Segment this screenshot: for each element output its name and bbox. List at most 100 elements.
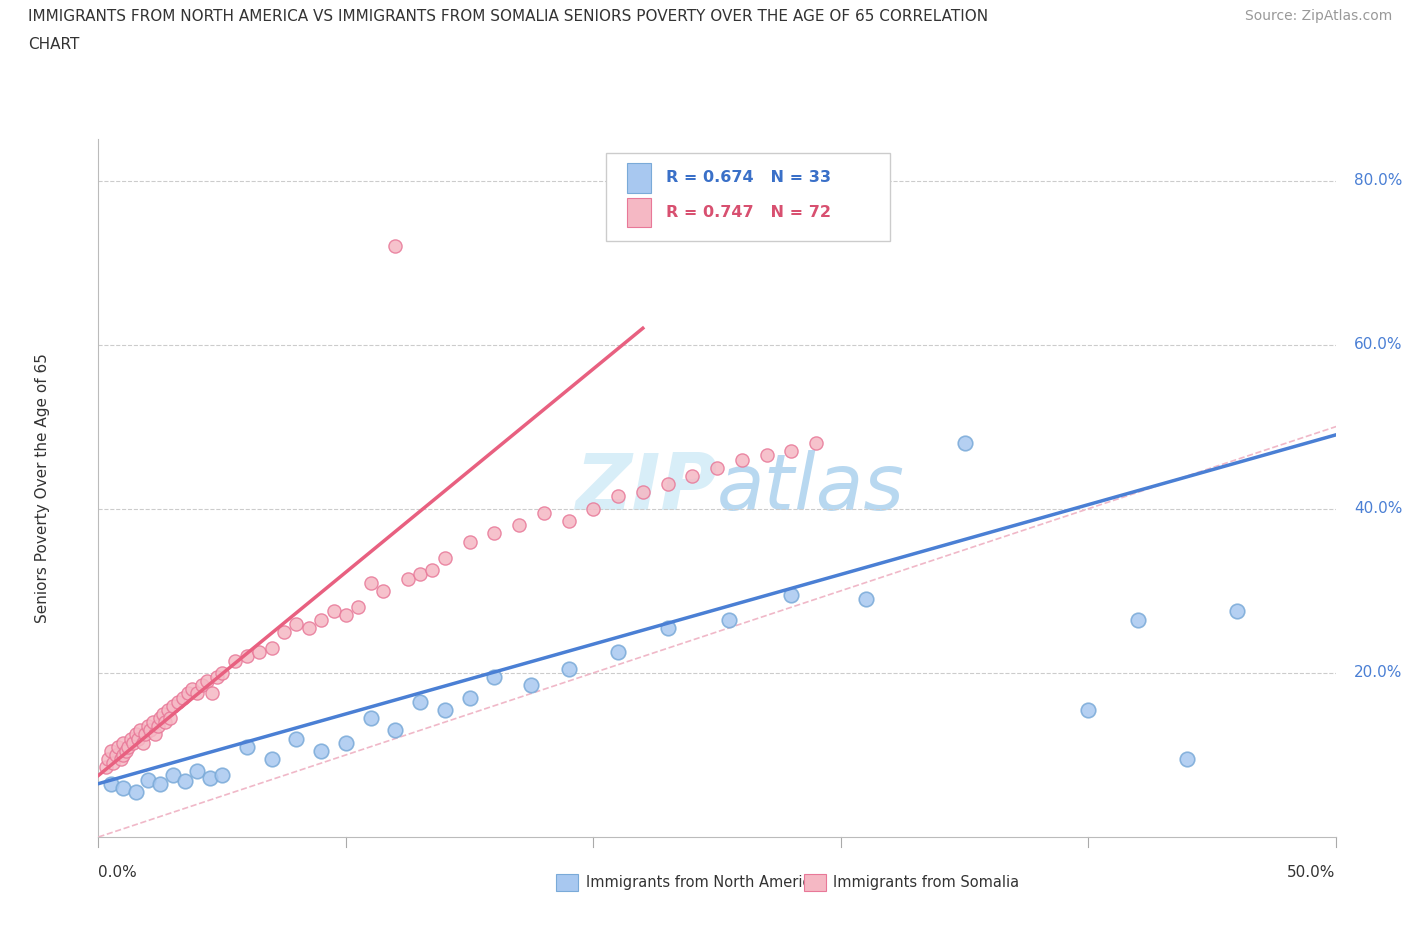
Point	[152, 707, 174, 722]
Point	[260, 641, 283, 656]
Point	[162, 698, 184, 713]
Point	[1126, 612, 1149, 627]
Point	[127, 731, 149, 746]
Text: 80.0%: 80.0%	[1354, 173, 1403, 188]
Point	[110, 751, 132, 766]
Point	[211, 666, 233, 681]
Point	[107, 739, 129, 754]
Point	[804, 435, 827, 450]
Point	[236, 649, 259, 664]
Point	[236, 739, 259, 754]
Point	[247, 644, 270, 659]
Point	[124, 784, 146, 799]
Point	[335, 736, 357, 751]
Point	[112, 748, 135, 763]
Text: ZIP: ZIP	[575, 450, 717, 526]
Point	[335, 608, 357, 623]
Point	[94, 760, 117, 775]
Point	[731, 452, 754, 467]
Point	[631, 485, 654, 499]
Point	[433, 551, 456, 565]
Point	[186, 686, 208, 701]
Point	[657, 477, 679, 492]
Point	[607, 644, 630, 659]
Point	[142, 714, 165, 729]
Point	[211, 768, 233, 783]
Point	[104, 748, 127, 763]
Point	[156, 702, 179, 717]
Point	[1226, 604, 1249, 618]
Text: 60.0%: 60.0%	[1354, 338, 1403, 352]
Point	[384, 239, 406, 254]
Point	[136, 719, 159, 734]
Point	[780, 444, 803, 458]
Point	[384, 723, 406, 737]
Point	[112, 780, 135, 795]
Point	[174, 774, 197, 789]
Point	[396, 571, 419, 586]
Point	[1175, 751, 1198, 766]
Text: R = 0.747   N = 72: R = 0.747 N = 72	[666, 206, 831, 220]
Point	[224, 653, 246, 668]
Text: Immigrants from Somalia: Immigrants from Somalia	[834, 875, 1019, 890]
Point	[124, 727, 146, 742]
Point	[172, 690, 194, 705]
Point	[134, 727, 156, 742]
Point	[285, 731, 308, 746]
Point	[360, 575, 382, 590]
Point	[176, 686, 198, 701]
Point	[681, 469, 703, 484]
Point	[557, 513, 579, 528]
Point	[508, 518, 530, 533]
Point	[458, 534, 481, 549]
Point	[706, 460, 728, 475]
Bar	[804, 873, 825, 891]
Point	[422, 563, 444, 578]
Text: CHART: CHART	[28, 37, 80, 52]
Point	[136, 772, 159, 787]
FancyBboxPatch shape	[606, 153, 890, 241]
Point	[198, 770, 221, 785]
Point	[309, 743, 332, 758]
Text: IMMIGRANTS FROM NORTH AMERICA VS IMMIGRANTS FROM SOMALIA SENIORS POVERTY OVER TH: IMMIGRANTS FROM NORTH AMERICA VS IMMIGRA…	[28, 9, 988, 24]
Point	[166, 694, 188, 709]
Text: 40.0%: 40.0%	[1354, 501, 1403, 516]
Point	[780, 588, 803, 603]
Point	[159, 711, 181, 725]
Point	[582, 501, 605, 516]
Point	[657, 620, 679, 635]
Point	[97, 751, 120, 766]
Point	[186, 764, 208, 778]
Point	[114, 743, 136, 758]
Text: atlas: atlas	[717, 450, 905, 526]
Point	[953, 435, 976, 450]
Point	[371, 583, 394, 598]
Point	[718, 612, 741, 627]
Point	[260, 751, 283, 766]
Bar	[627, 164, 651, 193]
Point	[433, 702, 456, 717]
Point	[181, 682, 204, 697]
Point	[191, 678, 214, 693]
Point	[112, 736, 135, 751]
Point	[120, 731, 142, 746]
Point	[458, 690, 481, 705]
Point	[143, 727, 166, 742]
Point	[1077, 702, 1099, 717]
Point	[195, 673, 218, 688]
Bar	[557, 873, 578, 891]
Point	[149, 777, 172, 791]
Text: Source: ZipAtlas.com: Source: ZipAtlas.com	[1244, 9, 1392, 23]
Text: Immigrants from North America: Immigrants from North America	[586, 875, 820, 890]
Point	[607, 489, 630, 504]
Point	[533, 505, 555, 520]
Point	[100, 777, 122, 791]
Point	[139, 723, 162, 737]
Point	[347, 600, 370, 615]
Point	[755, 448, 778, 463]
Point	[484, 526, 506, 541]
Text: 50.0%: 50.0%	[1288, 865, 1336, 880]
Point	[117, 739, 139, 754]
Point	[309, 612, 332, 627]
Point	[520, 678, 543, 693]
